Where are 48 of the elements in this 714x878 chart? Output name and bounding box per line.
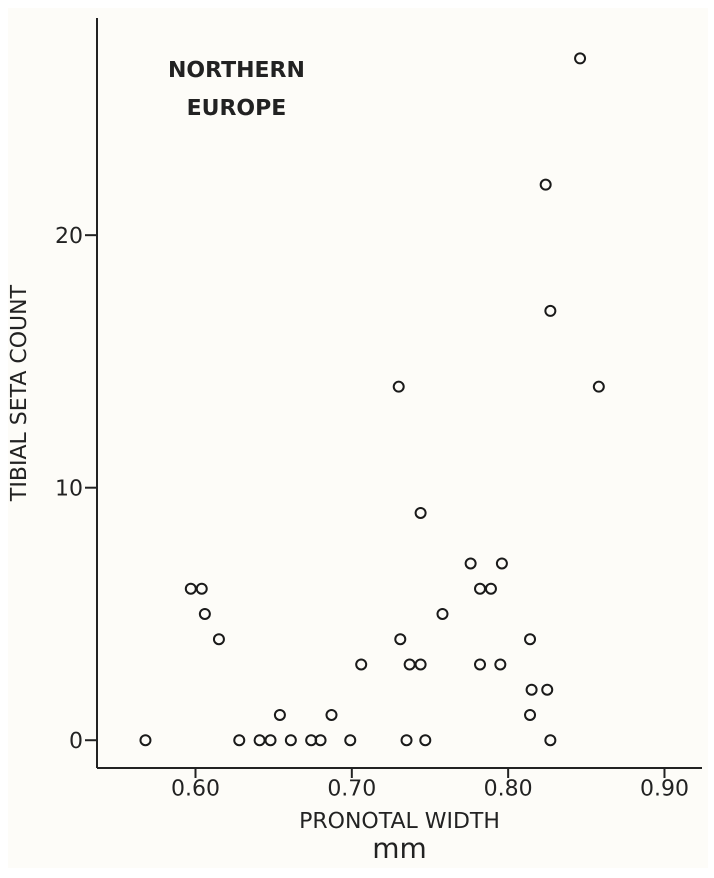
x-tick-label: 0.60: [170, 776, 220, 802]
x-tick-label: 0.90: [640, 776, 689, 802]
point: [526, 684, 538, 696]
point: [355, 658, 368, 670]
point: [184, 582, 197, 595]
point: [254, 734, 266, 746]
point: [284, 734, 297, 746]
y-axis-title: TIBIAL SETA COUNT: [6, 284, 32, 502]
point: [474, 658, 486, 670]
point: [496, 557, 508, 570]
point: [198, 608, 211, 620]
point: [274, 708, 286, 721]
x-axis-title: PRONOTAL WIDTH mm: [299, 809, 500, 865]
point: [464, 557, 477, 570]
point: [344, 734, 356, 746]
point: [305, 734, 318, 746]
point: [544, 734, 556, 746]
point: [400, 734, 413, 746]
point: [139, 734, 152, 746]
point: [314, 734, 327, 746]
y-tick-label: 10: [55, 476, 83, 502]
point: [484, 582, 497, 595]
point: [404, 658, 416, 670]
x-tick-label: 0.80: [484, 776, 533, 802]
point: [540, 178, 552, 191]
point: [212, 633, 225, 646]
point: [574, 52, 586, 64]
point: [196, 582, 208, 595]
point: [474, 582, 486, 595]
point: [592, 380, 605, 393]
point: [325, 708, 338, 721]
point: [414, 658, 427, 670]
point: [524, 633, 536, 646]
annotation: NORTHERN EUROPE: [168, 57, 305, 123]
point: [414, 506, 427, 519]
point: [394, 633, 406, 646]
point: [524, 708, 536, 721]
point: [233, 734, 246, 746]
y-tick-label: 0: [69, 729, 83, 754]
point: [436, 608, 448, 620]
x-tick-label: 0.70: [327, 776, 376, 802]
point: [392, 380, 405, 393]
point: [264, 734, 277, 746]
point: [541, 684, 554, 696]
y-tick-label: 20: [55, 224, 83, 249]
point: [419, 734, 432, 746]
point: [494, 658, 506, 670]
point: [544, 304, 556, 317]
